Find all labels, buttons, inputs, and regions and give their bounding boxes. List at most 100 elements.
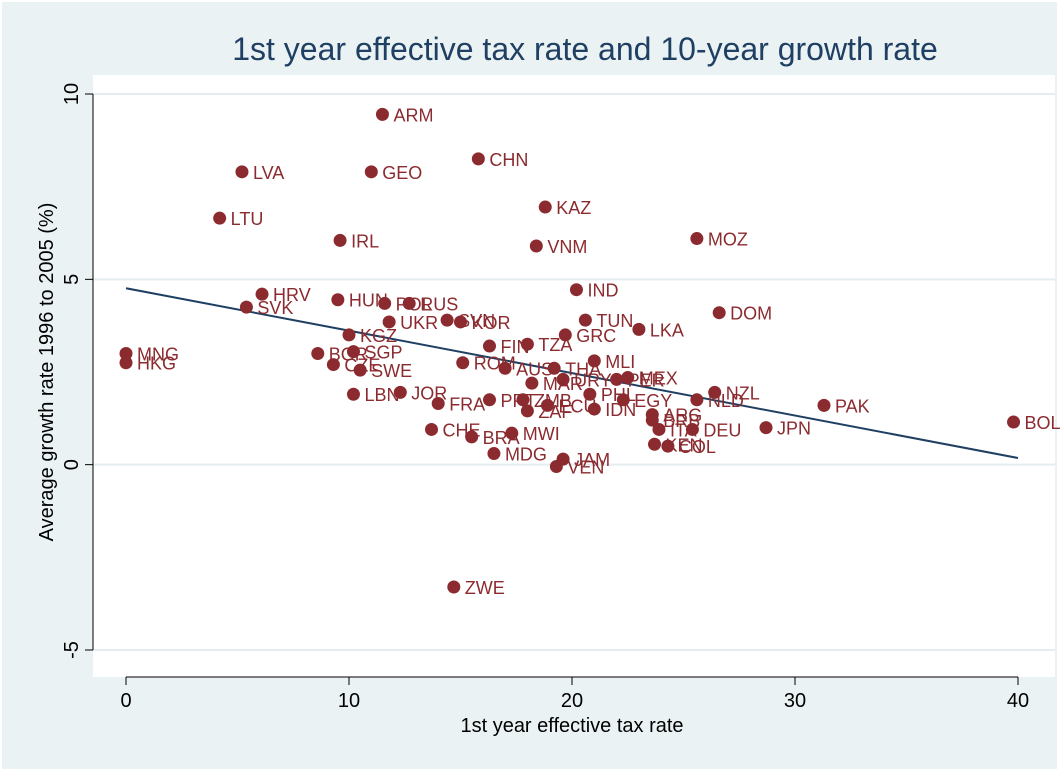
point-label-zwe: ZWE [465,578,505,598]
point-label-lka: LKA [650,320,684,340]
point-label-tza: TZA [538,335,572,355]
point-label-mdg: MDG [505,445,547,465]
point-nld [690,393,704,407]
point-lka [632,322,646,336]
point-pol [378,296,392,310]
point-label-fra: FRA [449,395,485,415]
point-label-lva: LVA [253,163,284,183]
point-label-bol: BOL [1025,413,1060,433]
point-vnm [529,239,543,253]
point-label-ltu: LTU [231,209,264,229]
point-bgr [311,346,325,360]
point-svk [239,300,253,314]
point-label-tun: TUN [596,311,633,331]
point-ken [648,437,662,451]
y-tick-label: -5 [61,641,83,659]
point-label-ecu: ECU [558,396,596,416]
point-chn [471,152,485,166]
point-tun [578,313,592,327]
point-sgp [346,345,360,359]
point-mdg [487,447,501,461]
point-col [661,439,675,453]
point-fin [482,339,496,353]
point-phl [583,387,597,401]
point-tha [547,361,561,375]
y-tick-label: 0 [61,459,83,470]
point-label-mex: MEX [639,369,678,389]
point-label-tha: THA [565,359,601,379]
point-prt [482,393,496,407]
point-label-sgp: SGP [364,343,402,363]
point-ind [569,283,583,297]
point-label-egy: EGY [634,391,672,411]
point-label-idn: IDN [605,400,636,420]
point-swe [353,363,367,377]
fit-line-layer [125,287,1019,459]
point-bra [465,430,479,444]
point-label-kgz: KGZ [360,326,397,346]
axes: -5 0 5 10 0 10 20 30 40 [61,83,1029,712]
point-mwi [505,426,519,440]
chart-title: 1st year effective tax rate and 10-year … [232,31,938,67]
point-label-vnm: VNM [547,237,587,257]
point-label-moz: MOZ [708,230,748,250]
plot-area [93,75,1055,677]
point-label-pak: PAK [835,396,870,416]
point-label-swe: SWE [371,361,412,381]
point-label-lbn: LBN [364,385,399,405]
point-idn [587,402,601,416]
point-per [610,372,624,386]
point-egy [616,393,630,407]
point-label-mwi: MWI [523,424,560,444]
point-arm [375,107,389,121]
point-label-kaz: KAZ [556,198,591,218]
point-label-arg: ARG [663,406,702,426]
point-zwe [447,580,461,594]
point-tza [520,337,534,351]
point-label-jam: JAM [574,450,610,470]
y-axis-label: Average growth rate 1996 to 2005 (%) [36,203,58,542]
x-tick-label: 10 [338,690,360,712]
point-deu [685,422,699,436]
point-label-arm: ARM [393,105,433,125]
point-fra [431,397,445,411]
point-jor [393,385,407,399]
point-lbn [346,387,360,401]
point-label-geo: GEO [382,163,422,183]
point-ltu [213,211,227,225]
point-label-dom: DOM [730,304,772,324]
point-lva [235,165,249,179]
point-label-hrv: HRV [273,285,311,305]
x-tick-label: 0 [120,690,131,712]
point-grc [558,328,572,342]
point-cze [326,358,340,372]
point-ita [652,422,666,436]
point-kor [454,315,467,329]
point-label-kor: KOR [472,313,511,333]
point-label-hun: HUN [349,291,388,311]
point-jpn [759,421,773,435]
point-ven [549,460,563,474]
point-ecu [540,398,554,412]
point-irl [333,233,347,247]
point-label-jpn: JPN [777,419,811,439]
point-svn [440,313,454,327]
fit-line [125,287,1019,459]
point-label-per: PER [628,370,665,390]
point-label-grc: GRC [576,326,616,346]
point-rus [402,296,416,310]
point-aus [498,361,512,375]
point-label-nld: NLD [708,391,744,411]
point-ury [556,372,570,386]
point-label-zaf: ZAF [538,402,572,422]
point-label-mli: MLI [605,352,635,372]
point-geo [364,165,378,179]
point-mar [525,376,539,390]
point-hun [331,293,345,307]
point-label-bgr: BGR [329,344,368,364]
point-label-mar: MAR [543,374,583,394]
point-label-deu: DEU [703,420,741,440]
point-kaz [538,200,552,214]
